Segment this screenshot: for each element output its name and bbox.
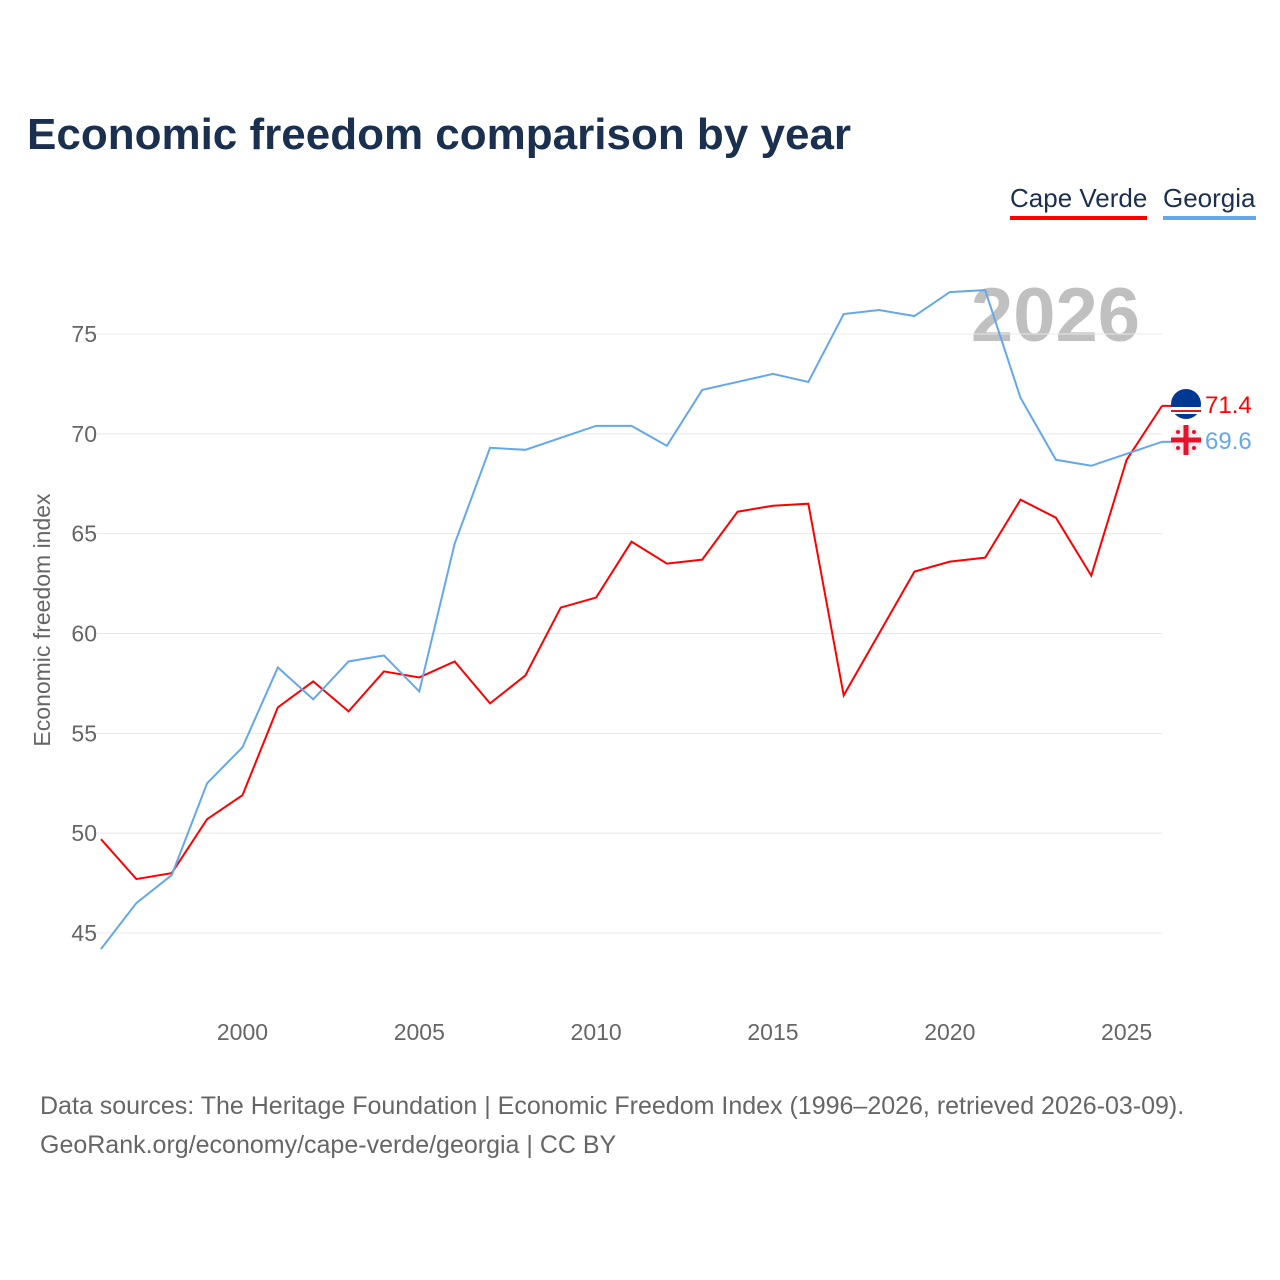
x-tick-label: 2010	[571, 1019, 622, 1045]
x-tick-label: 2020	[924, 1019, 975, 1045]
cape-verde-flag-icon	[1171, 389, 1201, 419]
x-tick-label: 2000	[217, 1019, 268, 1045]
x-tick-label: 2015	[747, 1019, 798, 1045]
y-tick-label: 65	[71, 521, 97, 547]
y-tick-label: 60	[71, 621, 97, 647]
end-value-label: 71.4	[1205, 392, 1252, 419]
x-tick-label: 2025	[1101, 1019, 1152, 1045]
source-note: Data sources: The Heritage Foundation | …	[40, 1087, 1184, 1165]
y-tick-label: 45	[71, 920, 97, 946]
y-tick-label: 75	[71, 321, 97, 347]
source-line-2[interactable]: GeoRank.org/economy/cape-verde/georgia |…	[40, 1131, 617, 1159]
year-watermark: 2026	[971, 273, 1140, 358]
chart-title: Economic freedom comparison by year	[27, 110, 852, 159]
end-value-label: 69.6	[1205, 428, 1252, 455]
series-line-georgia	[100, 289, 1163, 950]
georgia-flag-icon	[1171, 425, 1201, 455]
y-tick-label: 50	[71, 820, 97, 846]
source-line-1: Data sources: The Heritage Foundation | …	[40, 1092, 1185, 1120]
y-axis-label: Economic freedom index	[29, 493, 55, 747]
y-tick-label: 55	[71, 720, 97, 746]
legend-cape-verde[interactable]: Cape Verde	[1010, 183, 1148, 220]
legend-georgia[interactable]: Georgia	[1163, 183, 1256, 220]
x-tick-label: 2005	[394, 1019, 445, 1045]
series-line-cape-verde	[100, 405, 1163, 881]
y-tick-label: 70	[71, 421, 97, 447]
